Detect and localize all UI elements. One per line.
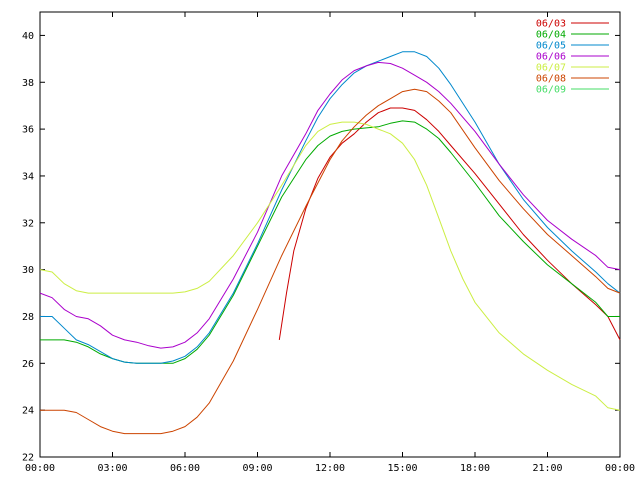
series-line-06-03 bbox=[278, 107, 621, 341]
y-tick-label: 26 bbox=[22, 359, 34, 370]
legend-label: 06/08 bbox=[536, 74, 566, 85]
series-lines bbox=[39, 51, 621, 435]
y-tick-label: 30 bbox=[22, 265, 34, 276]
legend-label: 06/04 bbox=[536, 30, 566, 41]
legend-label: 06/03 bbox=[536, 19, 566, 30]
x-tick-label: 21:00 bbox=[532, 463, 562, 474]
legend-label: 06/06 bbox=[536, 52, 566, 63]
y-tick-label: 22 bbox=[22, 453, 34, 464]
legend-label: 06/09 bbox=[536, 85, 566, 96]
legend-label: 06/05 bbox=[536, 41, 566, 52]
x-tick-label: 00:00 bbox=[25, 463, 55, 474]
x-tick-label: 00:00 bbox=[605, 463, 635, 474]
series-line-06-05 bbox=[40, 51, 621, 364]
series-line-06-06 bbox=[39, 61, 621, 349]
x-tick-label: 12:00 bbox=[315, 463, 345, 474]
y-tick-label: 28 bbox=[22, 312, 34, 323]
x-tick-label: 06:00 bbox=[170, 463, 200, 474]
x-tick-label: 15:00 bbox=[387, 463, 417, 474]
y-tick-label: 32 bbox=[22, 218, 34, 229]
y-tick-label: 36 bbox=[22, 125, 34, 136]
x-tick-label: 03:00 bbox=[97, 463, 127, 474]
legend-label: 06/07 bbox=[536, 63, 566, 74]
x-tick-label: 09:00 bbox=[242, 463, 272, 474]
series-line-06-07 bbox=[39, 121, 621, 411]
y-axis: 22 24 26 28 30 32 34 36 38 40 bbox=[22, 31, 620, 464]
y-tick-label: 34 bbox=[22, 171, 34, 182]
y-tick-label: 24 bbox=[22, 406, 34, 417]
y-tick-label: 40 bbox=[22, 31, 34, 42]
series-line-06-08 bbox=[40, 88, 621, 435]
x-axis: 00:00 03:00 06:00 09:00 12:00 15:00 18:00 21:00… bbox=[25, 12, 635, 474]
x-tick-label: 18:00 bbox=[460, 463, 490, 474]
y-tick-label: 38 bbox=[22, 78, 34, 89]
plot-frame bbox=[39, 11, 621, 458]
